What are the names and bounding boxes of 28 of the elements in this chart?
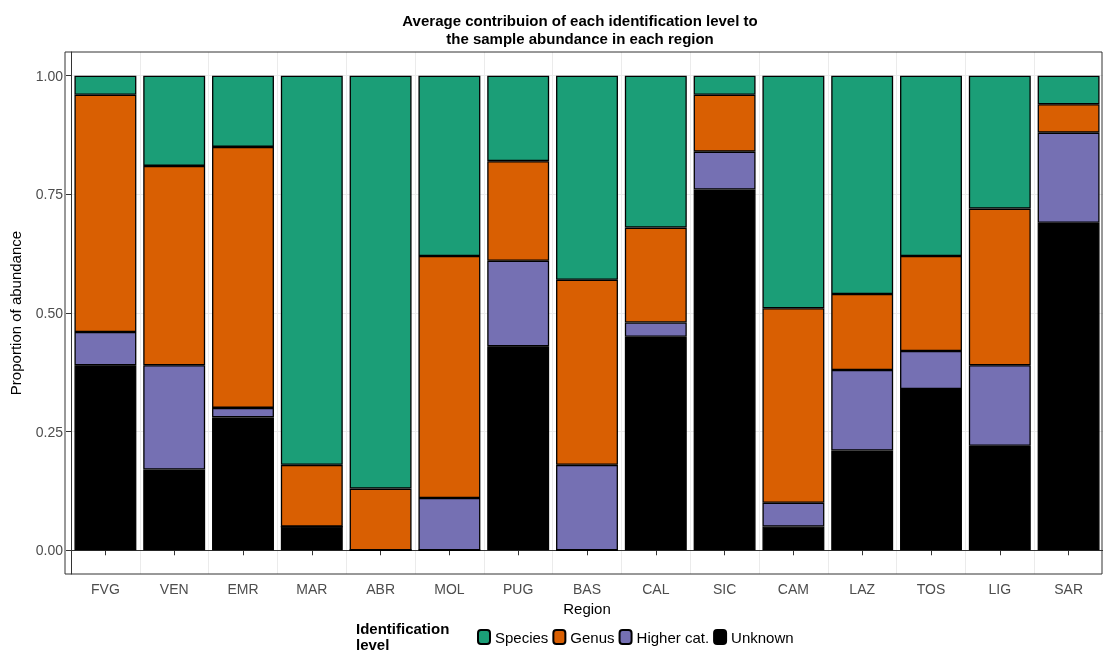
x-tick-label: FVG [91,581,120,597]
y-tick-label: 0.75 [35,186,64,203]
y-axis-title: Proportion of abundance [7,230,24,396]
x-axis-title: Region [563,599,611,617]
x-tick-label: LAZ [849,581,876,597]
x-tick-label: BAS [572,581,602,597]
y-tick-label: 0.00 [35,542,64,559]
legend-label: Genus [570,628,615,646]
x-tick-label: TOS [916,581,946,597]
y-tick-label: 0.50 [35,305,64,321]
x-tick-label: MOL [434,581,465,597]
legend-label: Species [495,628,549,646]
chart-title: Average contribuion of each identification level to the sample abundance in each region [402,11,758,47]
y-tick-label: 0.25 [35,423,64,440]
x-tick-label: MAR [296,581,328,597]
y-tick-label: 1.00 [35,67,64,84]
legend-label: Higher cat. [636,628,710,646]
x-tick-label: ABR [366,581,395,597]
x-tick-label: SIC [712,581,737,597]
legend-label: Unknown [731,628,794,646]
legend-title: Identification level [356,619,450,653]
x-tick-label: CAM [777,581,809,597]
x-tick-label: LIG [988,581,1012,597]
x-tick-label: SAR [1054,581,1083,597]
x-tick-label: VEN [159,581,189,597]
x-tick-label: EMR [227,581,259,597]
x-tick-label: CAL [642,581,670,597]
x-tick-label: PUG [503,581,534,597]
